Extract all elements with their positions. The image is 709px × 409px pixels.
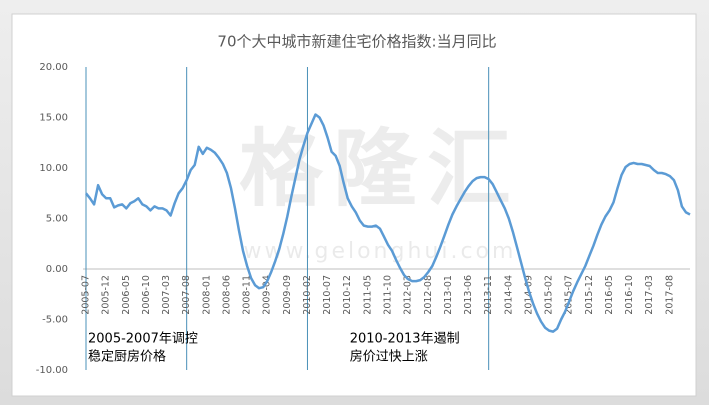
x-tick-label: 2006-05 <box>121 275 132 315</box>
y-tick-label: 10.00 <box>39 163 68 174</box>
watermark: 格隆汇 <box>239 120 521 218</box>
x-tick-label: 2013-01 <box>443 275 454 315</box>
x-tick-label: 2006-10 <box>141 275 152 315</box>
x-tick-label: 2014-04 <box>503 275 514 315</box>
x-tick-label: 2005-07 <box>81 275 92 315</box>
x-tick-label: 2005-12 <box>101 275 112 315</box>
chart-area <box>11 13 697 397</box>
x-tick-label: 2013-11 <box>483 275 494 315</box>
x-tick-label: 2015-07 <box>564 275 575 315</box>
x-tick-label: 2012-03 <box>403 275 414 315</box>
watermark-url: www.gelonghui.com <box>244 239 517 264</box>
y-tick-label: -5.00 <box>42 315 68 326</box>
x-tick-label: 2007-08 <box>181 275 192 315</box>
x-tick-label: 2016-05 <box>604 275 615 315</box>
x-tick-label: 2015-02 <box>544 275 555 315</box>
y-tick-label: 0.00 <box>46 264 68 275</box>
x-tick-label: 2011-05 <box>362 275 373 315</box>
x-tick-label: 2009-09 <box>282 275 293 315</box>
annotation: 房价过快上涨 <box>350 349 428 365</box>
x-tick-label: 2007-03 <box>161 275 172 315</box>
x-tick-label: 2010-12 <box>342 275 353 315</box>
x-tick-label: 2013-06 <box>463 275 474 315</box>
y-tick-label: -10.00 <box>36 365 68 376</box>
series-line <box>85 113 691 333</box>
annotation: 2005-2007年调控 <box>88 332 198 347</box>
x-tick-label: 2010-07 <box>322 275 333 315</box>
x-tick-label: 2011-10 <box>383 275 394 315</box>
x-tick-label: 2008-01 <box>201 275 212 315</box>
x-tick-label: 2012-08 <box>423 275 434 315</box>
x-tick-label: 2015-12 <box>584 275 595 315</box>
x-tick-label: 2008-06 <box>221 275 232 315</box>
annotation: 2010-2013年遏制 <box>350 332 460 347</box>
x-tick-label: 2017-08 <box>664 275 675 315</box>
x-tick-label: 2008-11 <box>242 275 253 315</box>
y-tick-label: 5.00 <box>46 214 68 225</box>
y-tick-label: 15.00 <box>39 113 68 124</box>
chart-title: 70个大中城市新建住宅价格指数:当月同比 <box>217 33 496 51</box>
y-tick-label: 20.00 <box>39 62 68 73</box>
x-tick-label: 2016-10 <box>624 275 635 315</box>
x-tick-label: 2017-03 <box>644 275 655 315</box>
x-tick-label: 2010-02 <box>302 275 313 315</box>
x-tick-label: 2009-04 <box>262 275 273 315</box>
annotation: 稳定厨房价格 <box>88 349 166 365</box>
